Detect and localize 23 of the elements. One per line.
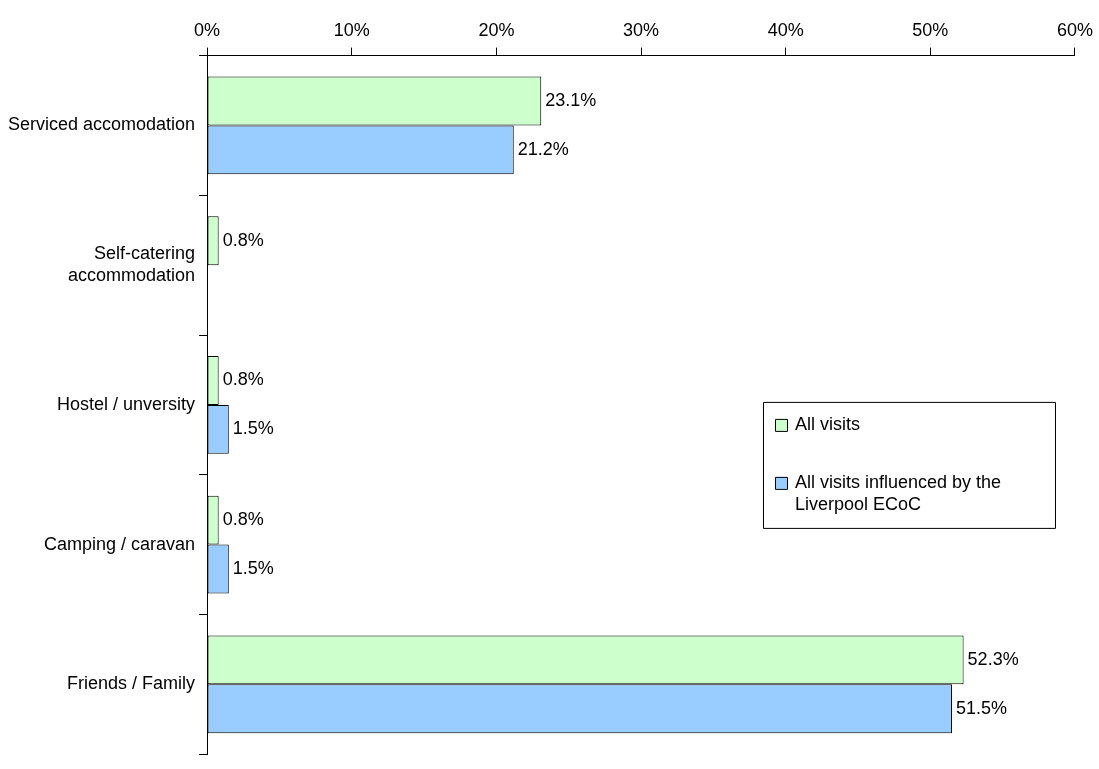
data-label: 1.5% [232, 558, 274, 579]
data-label: 1.5% [232, 418, 274, 439]
x-tick-label: 0% [194, 19, 221, 40]
y-tick-label: Friends / Family [67, 673, 196, 694]
data-label: 0.8% [222, 509, 264, 530]
legend-label: All visits [794, 413, 860, 434]
y-tick-label: Camping / caravan [44, 533, 196, 554]
data-label: 51.5% [956, 697, 1008, 718]
x-tick-label: 20% [478, 19, 515, 40]
y-tick-label: Hostel / unversity [57, 393, 196, 414]
y-tick-label: Serviced accomodation [7, 114, 196, 135]
data-label: 21.2% [517, 138, 569, 159]
data-label: 52.3% [967, 648, 1019, 669]
data-label: 0.8% [222, 229, 264, 250]
y-tick-label: Self-catering accommodation [68, 243, 196, 285]
x-tick-label: 50% [912, 19, 949, 40]
data-label: 0.8% [222, 369, 264, 390]
data-label: 23.1% [545, 89, 597, 110]
x-tick-label: 10% [333, 19, 370, 40]
legend-label: All visits influenced by the Liverpool ECoC [794, 471, 1002, 514]
x-tick-label: 40% [767, 19, 804, 40]
x-tick-label: 30% [623, 19, 660, 40]
x-tick-label: 60% [1056, 19, 1093, 40]
